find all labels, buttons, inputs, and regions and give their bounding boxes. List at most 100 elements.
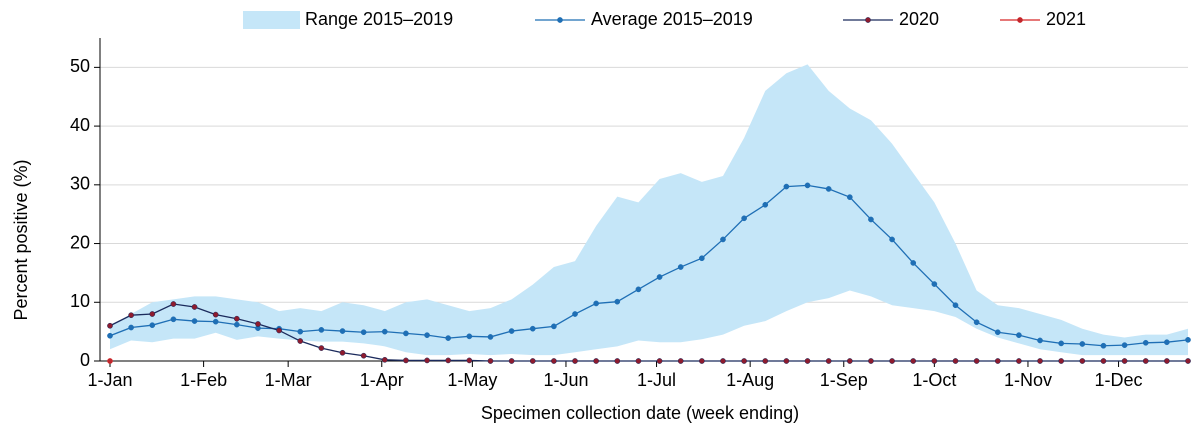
point	[1142, 339, 1149, 346]
point	[910, 358, 917, 364]
legend-marker	[557, 17, 563, 23]
point	[149, 311, 156, 317]
legend-swatch	[243, 11, 300, 29]
point	[677, 264, 684, 270]
x-tick-label: 1-Oct	[912, 370, 956, 390]
point	[487, 334, 494, 340]
x-tick-label: 1-Aug	[726, 370, 774, 390]
y-tick-label: 50	[70, 56, 90, 76]
point	[1100, 358, 1107, 364]
point	[107, 332, 113, 339]
point	[1037, 358, 1043, 364]
point	[656, 358, 663, 364]
point	[593, 300, 600, 307]
point	[551, 358, 557, 364]
x-tick-label: 1-May	[447, 370, 497, 390]
point	[889, 358, 895, 364]
point	[170, 301, 177, 307]
legend-label: 2020	[899, 9, 939, 29]
y-axis-title: Percent positive (%)	[11, 159, 31, 320]
legend-marker	[865, 17, 871, 23]
x-tick-label: 1-Sep	[820, 370, 868, 390]
x-tick-label: 1-Feb	[180, 370, 227, 390]
point	[720, 358, 726, 364]
point	[846, 194, 853, 201]
point	[297, 338, 304, 344]
point	[635, 358, 642, 364]
legend-label: 2021	[1046, 9, 1086, 29]
point	[191, 304, 198, 310]
point	[1185, 358, 1191, 364]
legend-marker	[1017, 17, 1023, 23]
point	[614, 358, 621, 364]
point	[952, 302, 959, 309]
point	[994, 358, 1001, 364]
point	[466, 333, 473, 340]
y-tick-label: 0	[80, 350, 90, 370]
point	[318, 345, 325, 351]
point	[1037, 337, 1043, 344]
point	[1016, 358, 1022, 364]
point	[466, 357, 473, 364]
legend-label: Range 2015–2019	[305, 9, 453, 29]
point	[572, 358, 578, 364]
point	[170, 316, 177, 323]
point	[403, 330, 409, 337]
point	[1058, 340, 1065, 347]
point	[994, 329, 1001, 336]
point	[741, 358, 747, 364]
point	[403, 357, 409, 364]
point	[973, 358, 980, 364]
point	[677, 358, 684, 364]
point	[1100, 342, 1107, 349]
point	[233, 315, 240, 322]
point	[1121, 358, 1128, 364]
point	[804, 358, 811, 364]
point	[339, 349, 346, 356]
point	[931, 358, 938, 364]
point	[445, 357, 452, 364]
grid	[100, 66, 1188, 303]
x-tick-label: 1-Apr	[360, 370, 404, 390]
point	[128, 324, 134, 331]
point	[656, 274, 663, 280]
point	[593, 358, 600, 364]
point	[424, 357, 430, 364]
point	[1058, 358, 1065, 364]
point	[255, 321, 261, 327]
point	[1016, 332, 1022, 339]
point	[698, 255, 705, 262]
point	[191, 318, 198, 324]
point	[149, 322, 156, 329]
point	[973, 319, 980, 326]
x-tick-label: 1-Mar	[265, 370, 312, 390]
point	[698, 358, 705, 364]
point	[1164, 358, 1170, 364]
point	[508, 328, 515, 334]
point	[107, 322, 113, 329]
point	[128, 312, 134, 319]
point	[212, 318, 219, 325]
point	[825, 186, 832, 192]
point	[635, 286, 642, 293]
point	[889, 236, 895, 243]
point	[868, 216, 874, 223]
y-tick-label: 40	[70, 115, 90, 135]
x-axis-title: Specimen collection date (week ending)	[481, 403, 799, 423]
x-tick-label: 1-Jan	[87, 370, 132, 390]
point	[931, 281, 938, 287]
y-tick-label: 10	[70, 291, 90, 311]
point	[551, 323, 557, 330]
range-band	[110, 64, 1188, 356]
legend-label: Average 2015–2019	[591, 9, 753, 29]
x-tick-label: 1-Jun	[543, 370, 588, 390]
point	[339, 328, 346, 334]
point	[487, 358, 494, 364]
point	[910, 260, 917, 266]
point	[1164, 339, 1170, 346]
point	[741, 215, 747, 222]
point	[1185, 337, 1191, 343]
point	[360, 352, 367, 359]
series-line	[109, 184, 1189, 347]
